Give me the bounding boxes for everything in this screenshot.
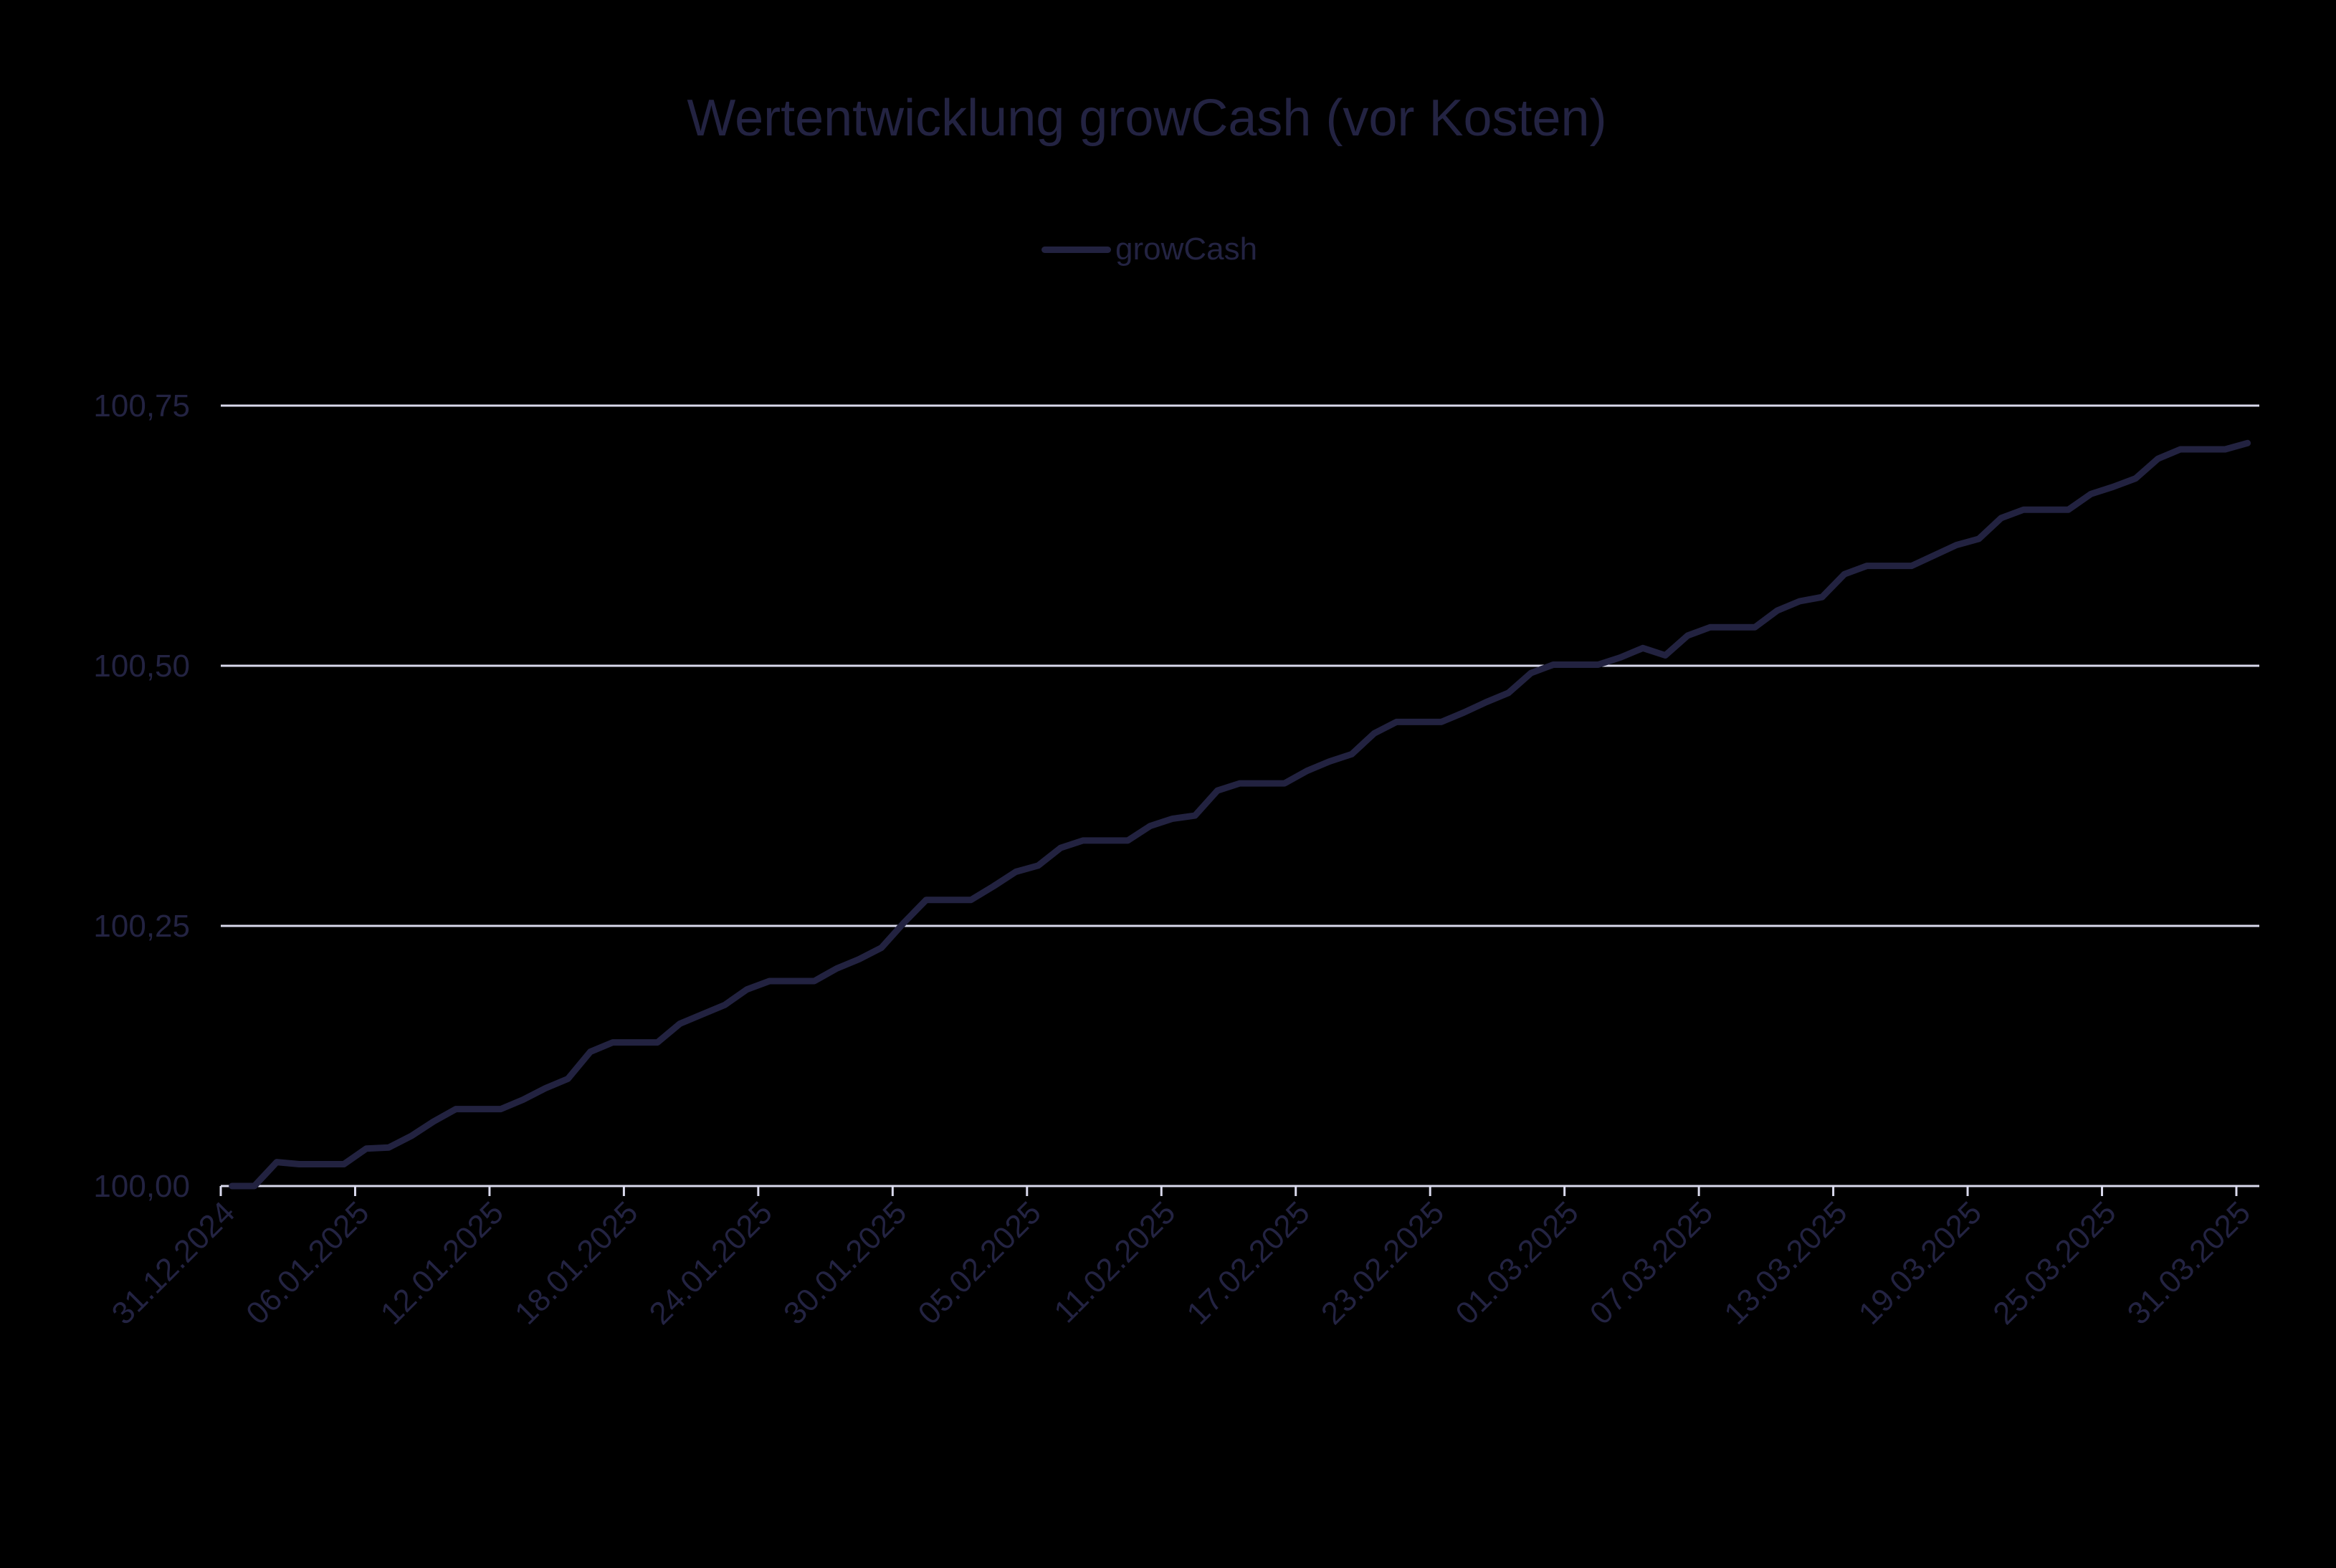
y-axis-labels: 100,00 100,25 100,50 100,75	[93, 388, 190, 1204]
x-tick-label: 11.02.2025	[1047, 1195, 1182, 1329]
x-tick-label: 13.03.2025	[1717, 1195, 1854, 1331]
x-tick-label: 25.03.2025	[1986, 1195, 2122, 1331]
x-tick-label: 06.01.2025	[239, 1195, 376, 1331]
x-axis: 31.12.202406.01.202512.01.202518.01.2025…	[105, 1185, 2259, 1332]
chart-title: Wertentwicklung growCash (vor Kosten)	[687, 90, 1607, 147]
x-tick-label: 30.01.2025	[777, 1195, 913, 1331]
y-tick-label: 100,00	[93, 1169, 190, 1204]
x-tick-label: 31.03.2025	[2121, 1195, 2257, 1331]
y-tick-label: 100,25	[93, 909, 190, 944]
gridlines	[221, 404, 2259, 927]
x-tick-label: 19.03.2025	[1852, 1195, 1988, 1331]
growcash-line	[229, 439, 2251, 1190]
x-tick-label: 05.02.2025	[912, 1195, 1048, 1331]
legend-line-icon	[1041, 246, 1111, 253]
y-tick-label: 100,50	[93, 649, 190, 684]
x-tick-label: 24.01.2025	[643, 1195, 779, 1331]
x-tick-label: 07.03.2025	[1583, 1195, 1720, 1331]
x-tick-label: 01.03.2025	[1449, 1195, 1585, 1331]
legend: growCash	[1041, 229, 1257, 269]
legend-label: growCash	[1115, 231, 1258, 267]
y-tick-label: 100,75	[93, 388, 190, 424]
x-tick-label: 23.02.2025	[1315, 1195, 1451, 1331]
x-tick-label: 18.01.2025	[508, 1195, 644, 1331]
x-tick-label: 12.01.2025	[374, 1195, 510, 1331]
series-growcash	[229, 439, 2251, 1190]
x-tick-label: 17.02.2025	[1180, 1195, 1316, 1331]
x-tick-label: 31.12.2024	[105, 1195, 242, 1331]
